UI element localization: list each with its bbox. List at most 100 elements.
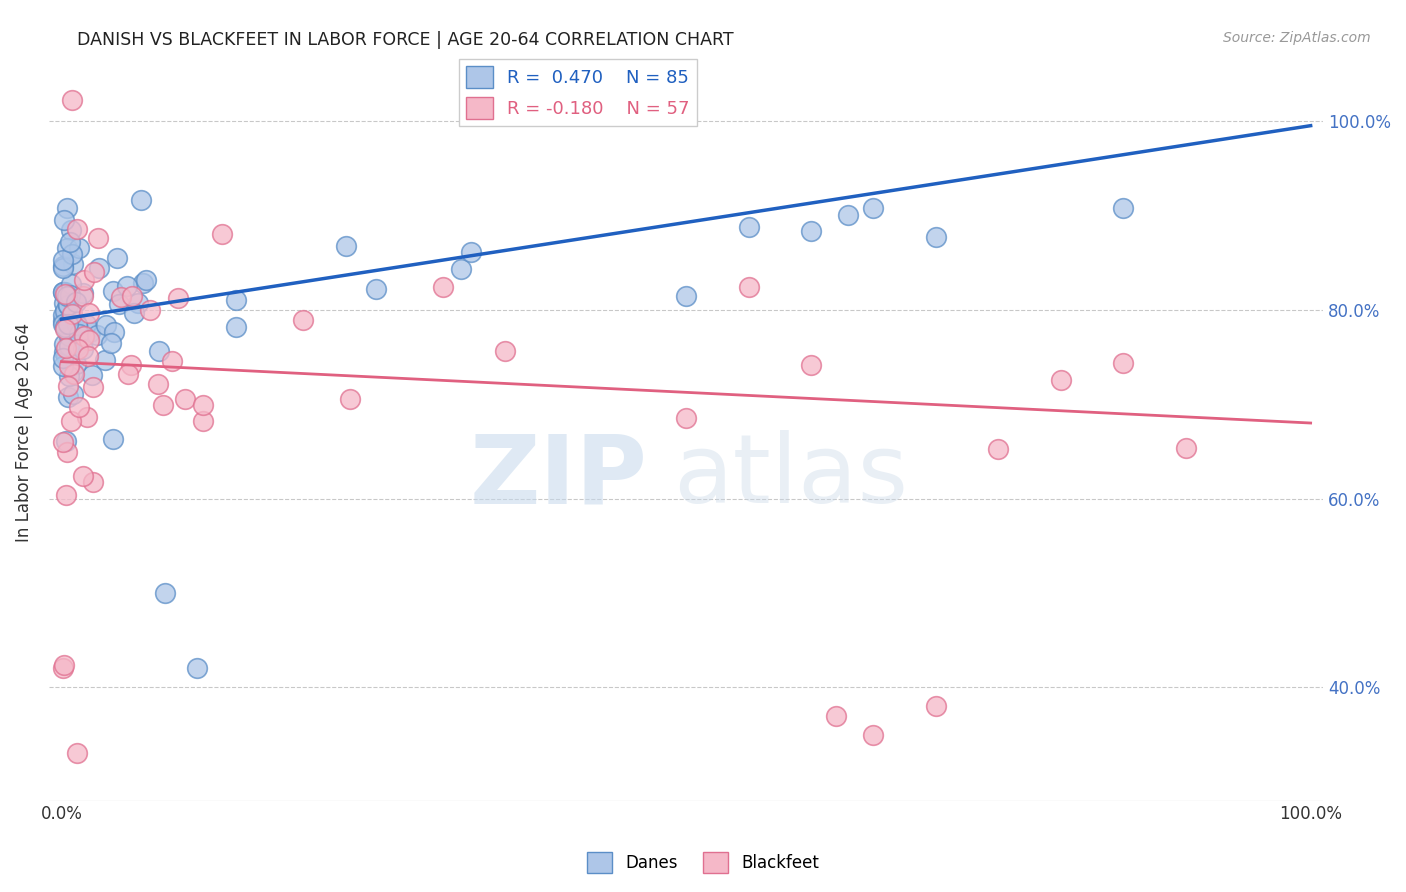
- Point: [58, 369, 80, 384]
- Point: [66, 747, 89, 761]
- Point: [825, 708, 848, 723]
- Point: [65, 358, 87, 372]
- Point: [58, 329, 80, 343]
- Point: [52, 337, 75, 351]
- Point: [72, 286, 94, 301]
- Point: [800, 358, 823, 372]
- Point: [432, 280, 454, 294]
- Point: [292, 313, 315, 327]
- Point: [58, 359, 80, 373]
- Point: [53, 319, 76, 334]
- Point: [56, 317, 79, 331]
- Point: [52, 260, 75, 275]
- Point: [737, 279, 759, 293]
- Point: [162, 354, 184, 368]
- Point: [1174, 441, 1197, 455]
- Point: [59, 288, 82, 302]
- Point: [62, 387, 84, 401]
- Point: [139, 302, 162, 317]
- Point: [56, 379, 79, 393]
- Point: [73, 273, 96, 287]
- Point: [105, 252, 128, 266]
- Point: [82, 475, 104, 489]
- Point: [72, 342, 94, 356]
- Point: [58, 298, 80, 312]
- Point: [186, 661, 208, 675]
- Point: [53, 322, 76, 336]
- Point: [65, 295, 87, 310]
- Point: [59, 235, 82, 250]
- Point: [52, 308, 75, 322]
- Point: [460, 245, 482, 260]
- Point: [450, 261, 472, 276]
- Point: [83, 264, 105, 278]
- Point: [52, 359, 75, 373]
- Point: [1112, 356, 1135, 370]
- Point: [100, 336, 122, 351]
- Point: [87, 231, 110, 245]
- Point: [103, 432, 125, 446]
- Point: [155, 586, 177, 600]
- Point: [87, 261, 110, 276]
- Point: [146, 376, 169, 391]
- Point: [82, 380, 104, 394]
- Point: [110, 290, 132, 304]
- Point: [174, 392, 197, 407]
- Point: [166, 291, 188, 305]
- Point: [152, 398, 174, 412]
- Point: [135, 273, 157, 287]
- Point: [52, 253, 75, 268]
- Point: [59, 414, 82, 428]
- Point: [52, 285, 75, 299]
- Point: [77, 306, 100, 320]
- Point: [58, 339, 80, 353]
- Point: [193, 398, 215, 412]
- Point: [72, 288, 94, 302]
- Point: [132, 276, 155, 290]
- Point: [67, 241, 90, 255]
- Point: [925, 699, 948, 714]
- Point: [103, 326, 125, 340]
- Point: [225, 293, 247, 308]
- Point: [75, 317, 97, 331]
- Point: [79, 326, 101, 340]
- Point: [60, 93, 83, 107]
- Text: DANISH VS BLACKFEET IN LABOR FORCE | AGE 20-64 CORRELATION CHART: DANISH VS BLACKFEET IN LABOR FORCE | AGE…: [77, 31, 734, 49]
- Point: [55, 434, 77, 449]
- Point: [494, 344, 516, 359]
- Point: [55, 349, 77, 363]
- Point: [86, 328, 108, 343]
- Point: [67, 326, 90, 341]
- Point: [53, 304, 76, 318]
- Point: [148, 344, 170, 359]
- Point: [122, 306, 145, 320]
- Point: [66, 318, 89, 333]
- Point: [925, 230, 948, 244]
- Point: [53, 285, 76, 299]
- Point: [66, 338, 89, 352]
- Point: [62, 365, 84, 379]
- Point: [211, 227, 233, 242]
- Point: [800, 224, 823, 238]
- Point: [53, 296, 76, 310]
- Point: [52, 661, 75, 675]
- Point: [1049, 373, 1071, 387]
- Point: [127, 296, 149, 310]
- Point: [131, 193, 153, 207]
- Point: [60, 247, 83, 261]
- Point: [52, 351, 75, 366]
- Point: [675, 289, 697, 303]
- Point: [96, 318, 118, 332]
- Point: [108, 297, 131, 311]
- Point: [52, 259, 75, 273]
- Text: Source: ZipAtlas.com: Source: ZipAtlas.com: [1223, 31, 1371, 45]
- Point: [364, 282, 387, 296]
- Point: [339, 392, 361, 406]
- Point: [66, 318, 89, 333]
- Point: [56, 445, 79, 459]
- Point: [56, 295, 79, 310]
- Point: [58, 298, 80, 312]
- Point: [59, 277, 82, 292]
- Point: [52, 313, 75, 327]
- Point: [66, 221, 89, 235]
